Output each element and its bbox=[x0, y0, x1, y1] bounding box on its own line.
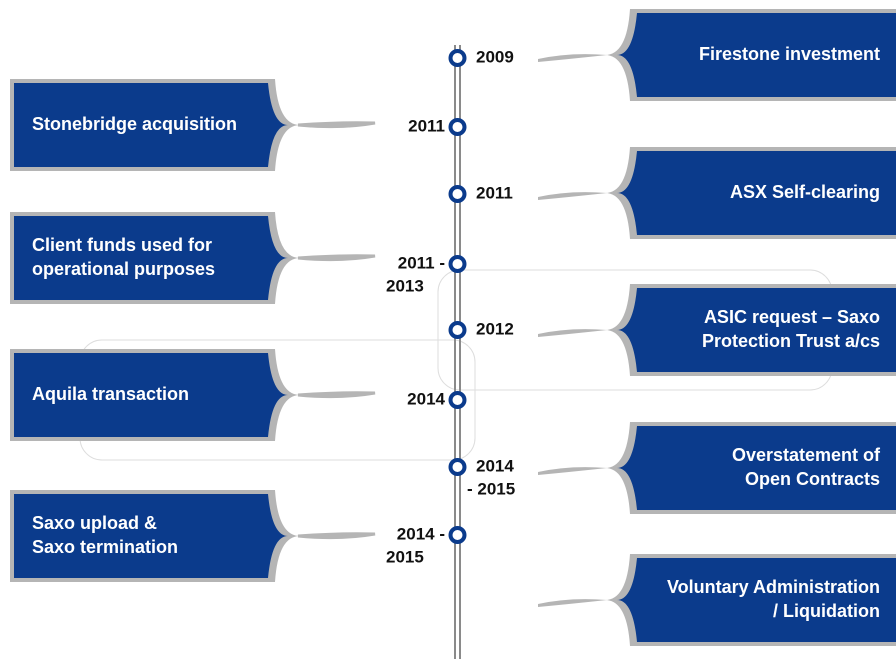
event-date: 2014 bbox=[476, 456, 514, 475]
event-date: 2013 bbox=[386, 276, 424, 295]
connector bbox=[538, 192, 607, 200]
event-label: Voluntary Administration bbox=[667, 577, 880, 597]
connector bbox=[297, 254, 376, 262]
box bbox=[14, 216, 288, 300]
timeline-node bbox=[448, 185, 467, 203]
event-label: Stonebridge acquisition bbox=[32, 114, 237, 134]
event-label: Overstatement of bbox=[732, 445, 881, 465]
connector bbox=[297, 121, 376, 129]
event-date: 2014 - bbox=[397, 524, 445, 543]
connector bbox=[538, 599, 607, 607]
event-label: Saxo termination bbox=[32, 537, 178, 557]
timeline-node bbox=[448, 255, 467, 273]
event-label: ASIC request – Saxo bbox=[704, 307, 880, 327]
event-label: / Liquidation bbox=[773, 601, 880, 621]
event-date: 2011 bbox=[408, 116, 445, 135]
box bbox=[617, 426, 896, 510]
box bbox=[617, 558, 896, 642]
connector bbox=[297, 391, 376, 399]
event-label: ASX Self-clearing bbox=[730, 182, 880, 202]
connector bbox=[538, 54, 607, 62]
box bbox=[617, 288, 896, 372]
box bbox=[14, 494, 288, 578]
timeline-node bbox=[448, 118, 467, 136]
event-label: Firestone investment bbox=[699, 44, 880, 64]
timeline-node bbox=[448, 49, 467, 67]
box bbox=[617, 151, 896, 235]
event-label: Aquila transaction bbox=[32, 384, 189, 404]
event-label: Client funds used for bbox=[32, 235, 212, 255]
event-date: 2015 bbox=[386, 547, 424, 566]
connector bbox=[538, 329, 607, 337]
event-label: Protection Trust a/cs bbox=[702, 331, 880, 351]
event-date: - 2015 bbox=[467, 479, 515, 498]
timeline-node bbox=[448, 391, 467, 409]
event-label: Open Contracts bbox=[745, 469, 880, 489]
event-date: 2012 bbox=[476, 319, 514, 338]
timeline-node bbox=[448, 526, 467, 544]
event-date: 2011 - bbox=[398, 253, 445, 272]
timeline-node bbox=[448, 458, 467, 476]
event-date: 2011 bbox=[476, 183, 513, 202]
event-date: 2009 bbox=[476, 47, 514, 66]
box bbox=[14, 353, 288, 437]
connector bbox=[538, 467, 607, 475]
event-date: 2014 bbox=[407, 389, 445, 408]
connector bbox=[297, 532, 376, 540]
box bbox=[14, 83, 288, 167]
box bbox=[617, 13, 896, 97]
timeline-node bbox=[448, 321, 467, 339]
event-label: operational purposes bbox=[32, 259, 215, 279]
event-label: Saxo upload & bbox=[32, 513, 157, 533]
